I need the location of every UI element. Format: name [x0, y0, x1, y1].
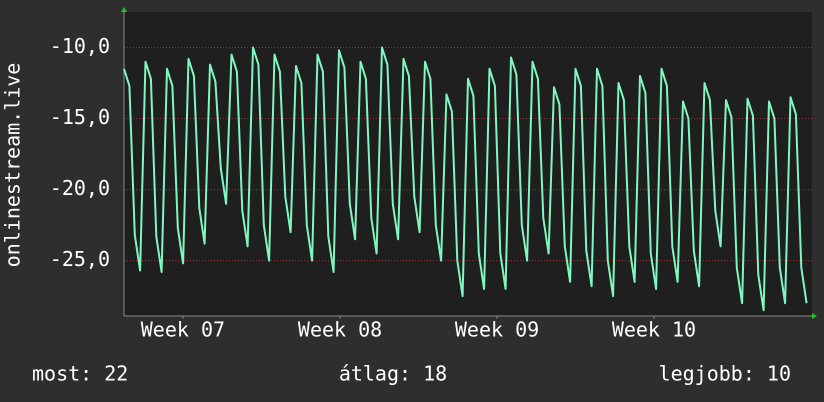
y-tick-label: -20,0	[50, 176, 110, 200]
x-tick-label: Week 07	[141, 318, 225, 342]
y-tick-label: -10,0	[50, 34, 110, 58]
x-tick-label: Week 08	[298, 318, 382, 342]
y-axis-arrow	[121, 7, 127, 12]
data-line	[123, 46, 808, 312]
x-tick-label: Week 10	[612, 318, 696, 342]
plot-area	[124, 12, 812, 316]
y-tick-label: -25,0	[50, 247, 110, 271]
stat-best: legjobb: 10	[659, 362, 791, 386]
stat-current: most: 22	[32, 362, 128, 386]
stat-average: átlag: 18	[339, 362, 447, 386]
x-axis-arrow	[812, 313, 817, 319]
x-tick-label: Week 09	[455, 318, 539, 342]
y-tick-label: -15,0	[50, 105, 110, 129]
y-axis-label: onlinestream.live	[1, 63, 25, 268]
